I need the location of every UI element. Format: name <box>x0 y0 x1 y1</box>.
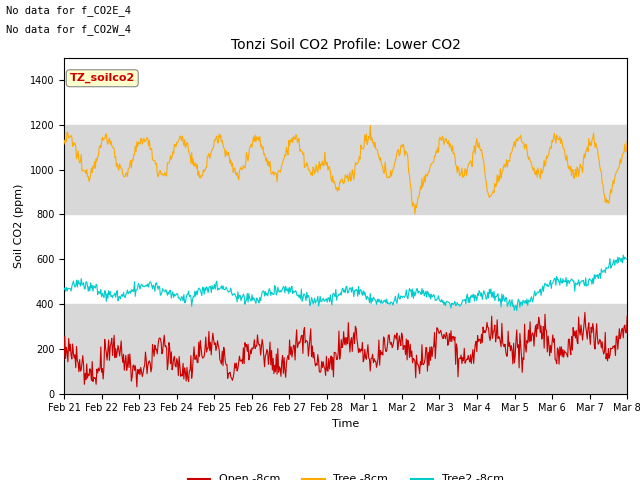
Bar <box>64 125 627 215</box>
Legend: Open -8cm, Tree -8cm, Tree2 -8cm: Open -8cm, Tree -8cm, Tree2 -8cm <box>183 470 508 480</box>
Bar <box>64 304 627 394</box>
Y-axis label: Soil CO2 (ppm): Soil CO2 (ppm) <box>14 183 24 268</box>
Text: TZ_soilco2: TZ_soilco2 <box>70 73 135 84</box>
Text: No data for f_CO2E_4: No data for f_CO2E_4 <box>6 5 131 16</box>
Text: No data for f_CO2W_4: No data for f_CO2W_4 <box>6 24 131 35</box>
Title: Tonzi Soil CO2 Profile: Lower CO2: Tonzi Soil CO2 Profile: Lower CO2 <box>230 38 461 52</box>
X-axis label: Time: Time <box>332 419 359 429</box>
